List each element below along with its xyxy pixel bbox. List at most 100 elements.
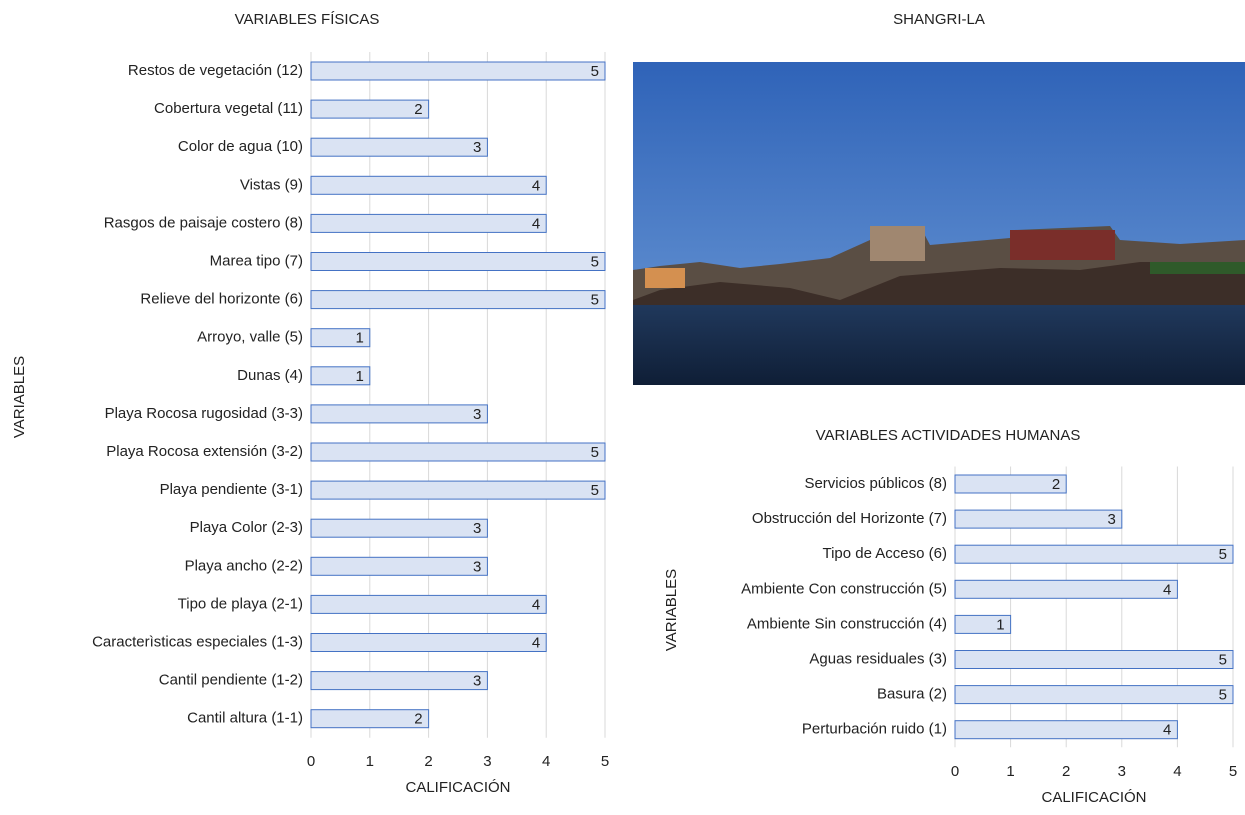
value-label: 2 (414, 101, 422, 118)
y-tick-label: Cantil pendiente (1-2) (159, 672, 303, 689)
bar (954, 720, 1178, 740)
value-label: 3 (473, 673, 481, 690)
y-tick-label: Ambiente Sin construcción (4) (747, 615, 947, 632)
value-label: 3 (1107, 511, 1115, 528)
y-tick-label: Marea tipo (7) (210, 252, 303, 269)
bar (310, 404, 488, 424)
y-tick-label: Playa pendiente (3-1) (160, 481, 303, 498)
value-label: 5 (591, 482, 599, 499)
value-label: 2 (1052, 476, 1060, 493)
y-tick-label: Perturbación ruido (1) (802, 721, 947, 738)
bar (954, 509, 1123, 529)
bar (310, 366, 371, 386)
y-tick-label: Playa Rocosa rugosidad (3-3) (105, 405, 303, 422)
x-tick-label: 0 (951, 763, 959, 780)
photo-title: SHANGRI-LA (893, 11, 985, 28)
x-tick-label: 5 (601, 753, 609, 770)
bar (310, 709, 430, 729)
x-axis-label: CALIFICACIÓN (405, 779, 510, 796)
x-tick-label: 1 (366, 753, 374, 770)
y-tick-label: Tipo de Acceso (6) (822, 545, 947, 562)
x-tick-label: 3 (483, 753, 491, 770)
y-tick-label: Rasgos de paisaje costero (8) (104, 214, 303, 231)
value-label: 4 (1163, 722, 1171, 739)
bar (954, 685, 1234, 705)
bar (310, 671, 488, 691)
value-label: 4 (532, 215, 540, 232)
y-tick-label: Obstrucción del Horizonte (7) (752, 510, 947, 527)
y-tick-label: Vistas (9) (240, 176, 303, 193)
chart-physical: VARIABLES FÍSICAS 0 1 2 3 4 5 CALIFICACIÓN VARIA… (11, 11, 609, 796)
bar (954, 579, 1178, 599)
bar (310, 328, 371, 348)
x-tick-label: 4 (542, 753, 550, 770)
y-tick-label: Restos de vegetación (12) (128, 62, 303, 79)
value-label: 5 (591, 63, 599, 80)
y-tick-label: Dunas (4) (237, 367, 303, 384)
bar (310, 518, 488, 538)
y-tick-label: Tipo de playa (2-1) (178, 595, 303, 612)
chart-title: VARIABLES FÍSICAS (235, 11, 380, 28)
y-tick-label: Basura (2) (877, 686, 947, 703)
bar (310, 252, 606, 271)
bar (310, 556, 488, 576)
value-label: 5 (591, 253, 599, 270)
y-tick-label: Caracterìsticas especiales (1-3) (92, 633, 303, 650)
bar (954, 614, 1012, 634)
bar (310, 480, 606, 500)
value-label: 3 (473, 520, 481, 537)
photo (633, 62, 1245, 385)
bar (954, 650, 1234, 669)
value-label: 4 (1163, 581, 1171, 598)
bar (310, 99, 430, 119)
x-tick-label: 2 (424, 753, 432, 770)
y-tick-label: Color de agua (10) (178, 138, 303, 155)
x-tick-label: 2 (1062, 763, 1070, 780)
value-label: 5 (591, 292, 599, 309)
y-axis-label: VARIABLES (11, 356, 28, 438)
y-tick-label: Cobertura vegetal (11) (154, 100, 303, 117)
x-axis-label: CALIFICACIÓN (1041, 789, 1146, 806)
value-label: 3 (473, 558, 481, 575)
chart-title: VARIABLES ACTIVIDADES HUMANAS (816, 427, 1081, 444)
y-tick-label: Playa Rocosa extensión (3-2) (106, 443, 303, 460)
bar (310, 61, 606, 81)
y-tick-label: Ambiente Con construcción (5) (741, 580, 947, 597)
x-tick-label: 1 (1006, 763, 1014, 780)
bar (310, 137, 488, 157)
value-label: 1 (355, 368, 363, 385)
x-tick-label: 5 (1229, 763, 1237, 780)
bar (310, 633, 547, 652)
y-tick-label: Playa Color (2-3) (190, 519, 303, 536)
value-label: 4 (532, 634, 540, 651)
y-tick-label: Arroyo, valle (5) (197, 329, 303, 346)
value-label: 1 (996, 616, 1004, 633)
x-tick-label: 0 (307, 753, 315, 770)
value-label: 2 (414, 711, 422, 728)
value-label: 5 (1219, 546, 1227, 563)
value-label: 5 (1219, 651, 1227, 668)
bar (310, 213, 547, 233)
value-label: 4 (532, 596, 540, 613)
y-tick-label: Aguas residuales (3) (809, 650, 947, 667)
bar (310, 175, 547, 195)
value-label: 3 (473, 139, 481, 156)
chart-human: VARIABLES ACTIVIDADES HUMANAS 0 1 2 3 4 5 CALIF… (663, 427, 1237, 806)
bar (954, 474, 1067, 494)
bar (954, 544, 1234, 564)
y-axis-label: VARIABLES (663, 569, 680, 651)
value-label: 5 (1219, 687, 1227, 704)
x-tick-label: 3 (1118, 763, 1126, 780)
value-label: 1 (355, 330, 363, 347)
value-label: 5 (591, 444, 599, 461)
y-tick-label: Relieve del horizonte (6) (140, 291, 303, 308)
y-tick-label: Cantil altura (1-1) (187, 710, 303, 727)
value-label: 4 (532, 177, 540, 194)
bar (310, 442, 606, 462)
bar (310, 290, 606, 310)
x-tick-label: 4 (1173, 763, 1181, 780)
y-tick-label: Playa ancho (2-2) (185, 557, 303, 574)
value-label: 3 (473, 406, 481, 423)
bar (310, 594, 547, 614)
